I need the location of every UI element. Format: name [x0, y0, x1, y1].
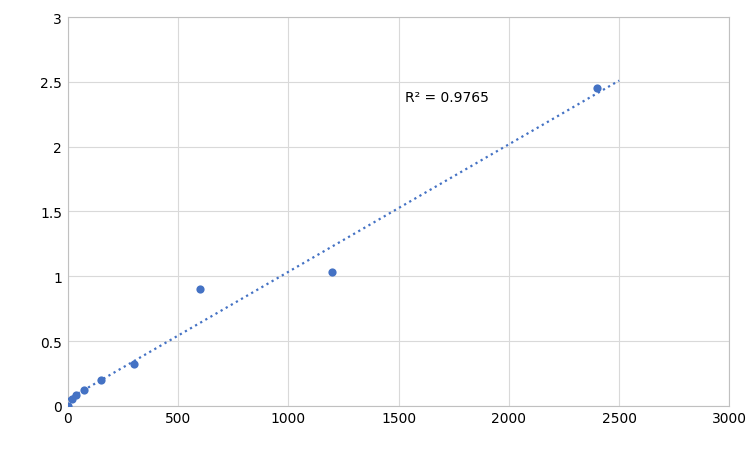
Text: R² = 0.9765: R² = 0.9765 — [405, 91, 489, 105]
Point — [78, 387, 90, 394]
Point — [128, 361, 140, 368]
Point — [66, 396, 77, 403]
Point — [326, 269, 338, 276]
Point — [62, 402, 74, 410]
Point — [70, 392, 82, 399]
Point — [95, 377, 107, 384]
Point — [194, 286, 206, 293]
Point — [591, 86, 603, 93]
